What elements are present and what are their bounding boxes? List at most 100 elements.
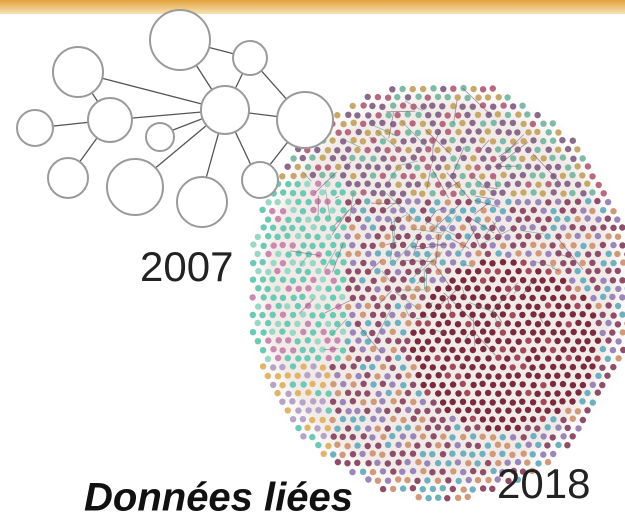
- cloud-dot: [350, 434, 356, 440]
- cloud-dot: [534, 164, 540, 170]
- cloud-dot: [510, 103, 516, 109]
- cloud-dot: [471, 225, 477, 231]
- cloud-dot: [445, 338, 451, 344]
- cloud-dot: [390, 398, 396, 404]
- cloud-dot: [460, 434, 466, 440]
- cloud-dot: [560, 417, 566, 423]
- cloud-dot: [335, 182, 341, 188]
- cloud-dot: [374, 268, 380, 274]
- cloud-dot: [290, 242, 296, 248]
- cloud-dot: [379, 328, 385, 334]
- cloud-dot: [315, 372, 321, 378]
- cloud-dot: [570, 382, 576, 388]
- cloud-dot: [500, 120, 506, 126]
- cloud-dot: [310, 363, 316, 369]
- cloud-dot: [440, 207, 446, 213]
- cloud-dot: [414, 442, 420, 448]
- cloud-dot: [449, 312, 455, 318]
- cloud-dot: [439, 121, 445, 127]
- cloud-dot: [434, 355, 440, 361]
- cloud-dot: [520, 329, 526, 335]
- cloud-dot: [309, 312, 315, 318]
- cloud-dot: [349, 346, 355, 352]
- cloud-dot: [361, 433, 367, 439]
- cloud-dot: [351, 363, 357, 369]
- cloud-dot: [545, 355, 551, 361]
- cloud-dot: [465, 269, 471, 275]
- cloud-dot: [605, 356, 611, 362]
- cloud-dot: [520, 242, 526, 248]
- cloud-dot: [280, 225, 286, 231]
- cloud-dot: [420, 468, 426, 474]
- cloud-dot: [309, 154, 315, 160]
- cloud-dot: [325, 215, 331, 221]
- cloud-dot: [359, 277, 365, 283]
- cloud-dot: [410, 190, 416, 196]
- cloud-dot: [555, 164, 561, 170]
- cloud-dot: [425, 94, 431, 100]
- cloud-dot: [290, 363, 296, 369]
- cloud-dot: [545, 391, 551, 397]
- cloud-dot: [425, 146, 431, 152]
- cloud-dot: [390, 468, 396, 474]
- cloud-dot: [420, 486, 426, 492]
- cloud-dot: [374, 373, 380, 379]
- cloud-dot: [535, 182, 541, 188]
- cloud-dot: [320, 417, 326, 423]
- cloud-dot: [390, 365, 396, 371]
- cloud-dot: [275, 199, 281, 205]
- cloud-dot: [445, 129, 451, 135]
- cloud-dot: [440, 259, 446, 265]
- cloud-dot: [584, 390, 590, 396]
- cloud-dot: [399, 469, 405, 475]
- cloud-dot: [525, 163, 531, 169]
- cloud-dot: [379, 416, 385, 422]
- node: [150, 10, 210, 70]
- cloud-dot: [385, 338, 391, 344]
- cloud-dot: [420, 363, 426, 369]
- cloud-dot: [425, 442, 431, 448]
- cloud-dot: [555, 285, 561, 291]
- cloud-dot: [440, 86, 446, 92]
- cloud-dot: [535, 199, 541, 205]
- cloud-dot: [495, 111, 501, 117]
- cloud-dot: [471, 242, 477, 248]
- cloud-dot: [510, 138, 516, 144]
- cloud-dot: [335, 130, 341, 136]
- cloud-dot: [420, 451, 426, 457]
- cloud-dot: [559, 207, 565, 213]
- cloud-dot: [430, 417, 436, 423]
- cloud-dot: [334, 112, 340, 118]
- cloud-dot: [395, 269, 401, 275]
- cloud-dot: [455, 285, 461, 291]
- cloud-dot: [484, 337, 490, 343]
- cloud-dot: [415, 425, 421, 431]
- cloud-dot: [416, 147, 422, 153]
- cloud-dot: [606, 251, 612, 257]
- cloud-dot: [574, 303, 580, 309]
- cloud-dot: [534, 304, 540, 310]
- cloud-dot: [450, 191, 456, 197]
- cloud-dot: [500, 208, 506, 214]
- cloud-dot: [435, 112, 441, 118]
- cloud-dot: [510, 259, 516, 265]
- cloud-dot: [570, 208, 576, 214]
- cloud-dot: [485, 147, 491, 153]
- cloud-dot: [315, 355, 321, 361]
- cloud-dot: [504, 234, 510, 240]
- cloud-dot: [310, 224, 316, 230]
- cloud-dot: [510, 225, 516, 231]
- cloud-dot: [390, 102, 396, 108]
- cloud-dot: [375, 146, 381, 152]
- cloud-dot: [285, 337, 291, 343]
- cloud-dot: [615, 303, 621, 309]
- cloud-dot: [275, 355, 281, 361]
- cloud-dot: [280, 189, 286, 195]
- cloud-link: [394, 217, 395, 244]
- cloud-dot: [385, 425, 391, 431]
- cloud-dot: [540, 416, 546, 422]
- cloud-dot: [339, 294, 345, 300]
- cloud-dot: [519, 103, 525, 109]
- cloud-dot: [480, 207, 486, 213]
- node: [17, 110, 53, 146]
